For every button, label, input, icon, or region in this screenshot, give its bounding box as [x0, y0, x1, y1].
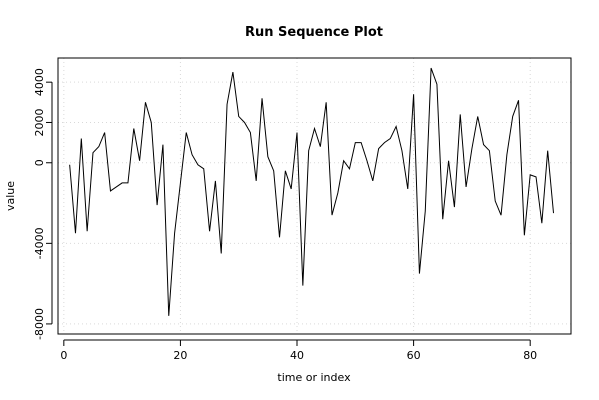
plot-frame — [57, 57, 572, 335]
y-tick-label: -8000 — [33, 308, 46, 340]
x-tick-label: 80 — [523, 349, 537, 362]
y-tick-label: -4000 — [33, 227, 46, 259]
x-axis: 0 20 40 60 80 — [60, 339, 537, 362]
y-axis: -8000 -4000 0 2000 4000 — [33, 68, 53, 340]
y-tick-label: 2000 — [33, 108, 46, 136]
grid-lines — [58, 58, 571, 334]
y-tick-label: 0 — [33, 159, 46, 166]
y-tick-label: 4000 — [33, 68, 46, 96]
x-tick-label: 60 — [407, 349, 421, 362]
y-axis-label: value — [4, 181, 17, 211]
chart-title: Run Sequence Plot — [245, 25, 383, 40]
x-axis-label: time or index — [277, 371, 351, 384]
series-line — [69, 67, 555, 316]
x-tick-label: 0 — [60, 349, 67, 362]
x-tick-label: 20 — [173, 349, 187, 362]
x-tick-label: 40 — [290, 349, 304, 362]
